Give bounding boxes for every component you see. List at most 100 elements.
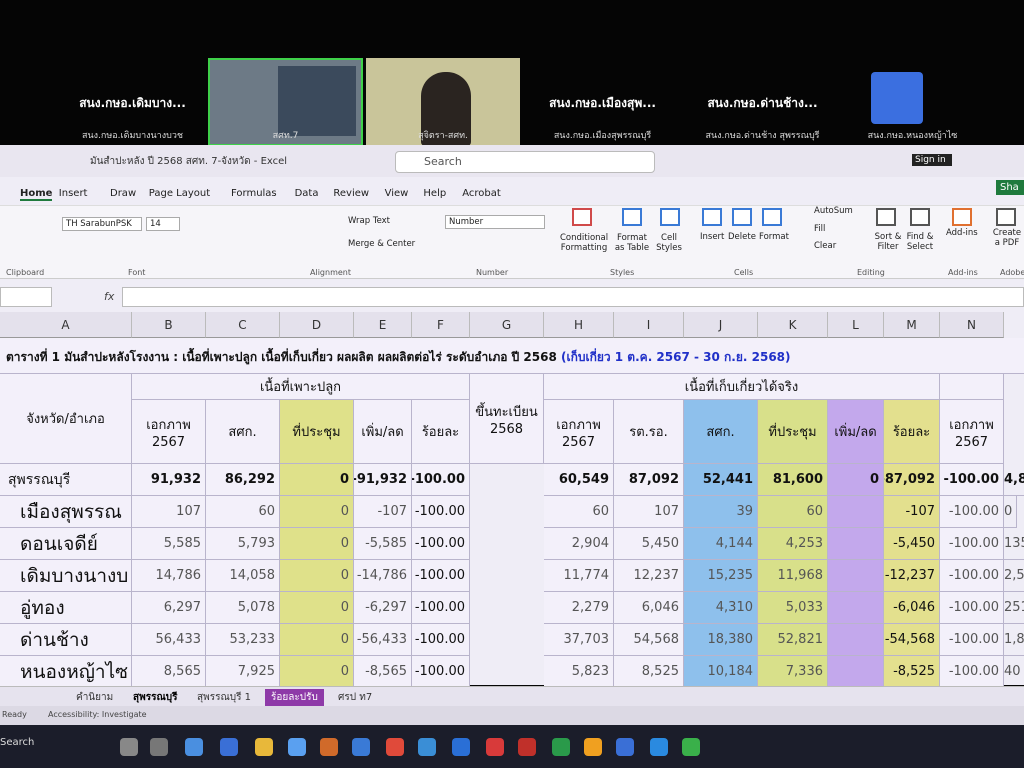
taskbar-icon[interactable] [418, 738, 436, 756]
column-header[interactable]: G [470, 312, 544, 338]
taskbar-icon[interactable] [452, 738, 470, 756]
taskbar-icon[interactable] [185, 738, 203, 756]
taskbar-search[interactable]: Search [0, 737, 35, 748]
column-header[interactable]: I [614, 312, 684, 338]
taskbar-icon[interactable] [288, 738, 306, 756]
ribbon-group-label: Alignment [310, 268, 351, 277]
header-cell: ร้อยละ [884, 400, 940, 464]
ribbon-tab[interactable]: Help [423, 188, 447, 199]
header-cell: เนื้อที่เพาะปลูก [132, 374, 470, 400]
taskbar-icon[interactable] [518, 738, 536, 756]
formula-input [122, 287, 1024, 307]
ribbon-button[interactable]: Wrap Text [348, 216, 391, 226]
column-header[interactable]: J [684, 312, 758, 338]
taskbar-icon[interactable] [486, 738, 504, 756]
data-cell: -12,237 [884, 560, 940, 592]
data-cell: -100.00 [412, 464, 470, 496]
ribbon-button[interactable]: Add-ins [946, 228, 978, 238]
data-cell: 251 [1004, 592, 1024, 624]
data-cell: 53,233 [206, 624, 280, 656]
taskbar-icon[interactable] [616, 738, 634, 756]
ribbon-button[interactable]: Find & Select [906, 232, 934, 252]
data-cell: 4,840 [1004, 464, 1024, 496]
ribbon-tab[interactable]: Page Layout [148, 188, 211, 199]
ribbon-button[interactable]: Delete [728, 232, 756, 242]
taskbar-icon[interactable] [220, 738, 238, 756]
data-cell: 1,865 [1004, 624, 1024, 656]
taskbar-icon[interactable] [352, 738, 370, 756]
column-header[interactable]: N [940, 312, 1004, 338]
column-header[interactable]: B [132, 312, 206, 338]
ribbon-button[interactable]: Fill [814, 224, 826, 234]
status-bar [0, 706, 1024, 725]
ribbon-tab[interactable]: Formulas [231, 188, 277, 199]
taskbar-icon[interactable] [584, 738, 602, 756]
ribbon-icon [572, 208, 592, 226]
data-cell: 0 [280, 624, 354, 656]
column-header[interactable]: H [544, 312, 614, 338]
data-cell: 0 [280, 656, 354, 688]
column-header[interactable]: E [354, 312, 412, 338]
ribbon-button[interactable]: Format [759, 232, 789, 242]
data-cell: 0 [280, 560, 354, 592]
sheet-tab[interactable]: คำนิยาม [76, 692, 114, 703]
ribbon-button[interactable]: Cell Styles [656, 233, 682, 253]
ribbon-group-label: Add-ins [948, 268, 978, 277]
column-header[interactable]: C [206, 312, 280, 338]
column-header[interactable]: K [758, 312, 828, 338]
column-header[interactable]: D [280, 312, 354, 338]
taskbar-icon[interactable] [255, 738, 273, 756]
taskbar-icon[interactable] [682, 738, 700, 756]
sheet-title-note: (เก็บเกี่ยว 1 ต.ค. 2567 - 30 ก.ย. 2568) [561, 350, 791, 364]
ribbon-tab[interactable]: Acrobat [462, 188, 501, 199]
ribbon-button[interactable]: Sort & Filter [874, 232, 902, 252]
data-cell: 87,092 [614, 464, 684, 496]
header-cell: เพิ่ม/ลด [828, 400, 884, 464]
data-cell: 107 [614, 496, 684, 528]
ribbon-button[interactable]: Insert [700, 232, 725, 242]
ribbon-button[interactable]: AutoSum [814, 206, 853, 216]
data-cell: 0 [280, 496, 354, 528]
taskbar-icon[interactable] [150, 738, 168, 756]
data-cell: -6,046 [884, 592, 940, 624]
taskbar-icon[interactable] [650, 738, 668, 756]
sheet-tab[interactable]: ร้อยละปรับ [265, 689, 324, 706]
ribbon-button[interactable]: Number [445, 215, 545, 229]
data-cell: 0 [280, 528, 354, 560]
column-header[interactable]: M [884, 312, 940, 338]
taskbar-icon[interactable] [120, 738, 138, 756]
ribbon-button[interactable]: Conditional Formatting [560, 233, 609, 253]
sheet-tab[interactable]: ศรป ท7 [338, 692, 373, 703]
sign-in[interactable]: Sign in [912, 154, 952, 166]
data-cell: 91,932 [132, 464, 206, 496]
column-header[interactable]: F [412, 312, 470, 338]
ribbon-button[interactable]: Clear [814, 241, 837, 251]
ribbon-button[interactable]: Create a PDF [992, 228, 1022, 248]
taskbar-icon[interactable] [386, 738, 404, 756]
column-header[interactable]: L [828, 312, 884, 338]
ribbon-tab[interactable]: Draw [110, 188, 137, 199]
data-cell: -107 [884, 496, 940, 528]
ribbon-tab[interactable]: Home [20, 188, 53, 201]
video-scene [278, 66, 356, 136]
share-button[interactable]: Sha [996, 180, 1024, 195]
ribbon-button[interactable]: Merge & Center [348, 239, 416, 249]
ribbon-button[interactable]: TH SarabunPSK [62, 217, 142, 231]
taskbar-icon[interactable] [320, 738, 338, 756]
ribbon-tab[interactable]: Insert [58, 188, 88, 199]
data-cell: -8,565 [354, 656, 412, 688]
column-header[interactable]: A [0, 312, 132, 338]
ribbon-button[interactable]: Format as Table [614, 233, 650, 253]
ribbon-tab[interactable]: Review [333, 188, 370, 199]
ribbon-button[interactable]: 14 [146, 217, 180, 231]
search-box[interactable]: Search [395, 151, 655, 173]
data-cell: 8,565 [132, 656, 206, 688]
ribbon-tab[interactable]: Data [294, 188, 319, 199]
taskbar-icon[interactable] [552, 738, 570, 756]
participant-caption: สนง.กษอ.ด่านช้าง สุพรรณบุรี [705, 131, 820, 141]
status-accessibility[interactable]: Accessibility: Investigate [48, 710, 147, 719]
ribbon-tab[interactable]: View [384, 188, 409, 199]
data-cell: 56,433 [132, 624, 206, 656]
sheet-tab[interactable]: สุพรรณบุรี 1 [197, 692, 251, 703]
data-cell: -56,433 [354, 624, 412, 656]
